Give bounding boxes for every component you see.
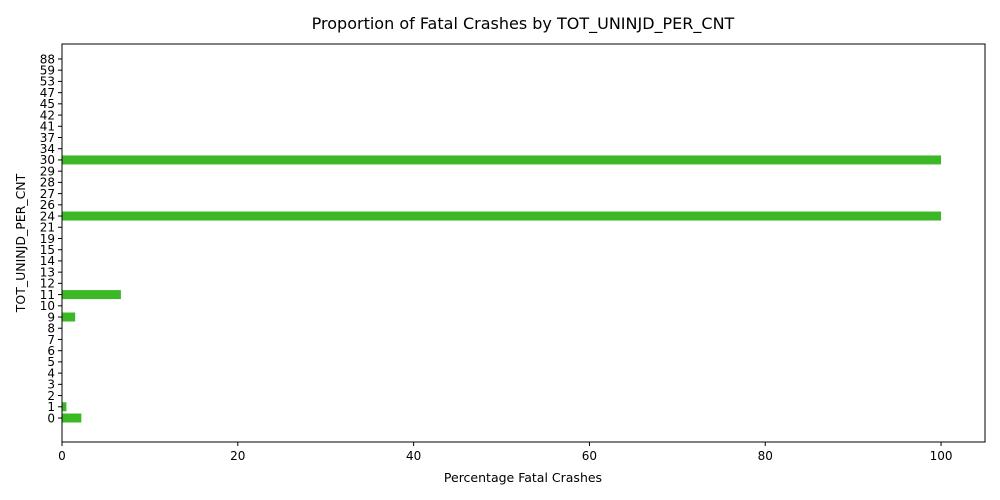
x-tick-label-60: 60 [582, 449, 597, 463]
y-tick-label-5: 5 [47, 355, 55, 369]
bars-group [62, 155, 942, 423]
x-tick-label-80: 80 [758, 449, 773, 463]
x-axis-ticks: 0 20 40 60 80 100 [58, 442, 953, 463]
y-tick-label-21: 21 [40, 221, 55, 235]
y-tick-label-26: 26 [40, 198, 55, 212]
plot-frame [61, 43, 986, 443]
y-tick-label-24: 24 [40, 209, 55, 223]
y-axis-label: TOT_UNINJD_PER_CNT [13, 173, 28, 313]
bar-0 [62, 413, 82, 423]
x-tick-label-100: 100 [930, 449, 953, 463]
chart-title: Proportion of Fatal Crashes by TOT_UNINJ… [312, 14, 735, 34]
y-tick-label-4: 4 [47, 366, 55, 380]
y-tick-label-14: 14 [40, 254, 55, 268]
bar-24 [62, 211, 942, 221]
y-tick-label-30: 30 [40, 153, 55, 167]
y-tick-label-3: 3 [47, 378, 55, 392]
y-tick-label-41: 41 [40, 120, 55, 134]
y-tick-label-10: 10 [40, 299, 55, 313]
y-tick-label-34: 34 [40, 142, 55, 156]
y-tick-label-1: 1 [47, 400, 55, 414]
y-tick-label-19: 19 [40, 232, 55, 246]
y-tick-label-9: 9 [47, 310, 55, 324]
y-tick-label-37: 37 [40, 131, 55, 145]
x-axis-label: Percentage Fatal Crashes [444, 470, 602, 485]
x-tick-label-0: 0 [58, 449, 66, 463]
y-axis-ticks: 0123456789101112131415192124262728293034… [40, 52, 62, 425]
y-tick-label-15: 15 [40, 243, 55, 257]
y-tick-label-29: 29 [40, 164, 55, 178]
x-tick-label-20: 20 [230, 449, 245, 463]
y-tick-label-11: 11 [40, 288, 55, 302]
y-tick-label-6: 6 [47, 344, 55, 358]
y-tick-label-45: 45 [40, 97, 55, 111]
y-tick-label-28: 28 [40, 176, 55, 190]
y-tick-label-0: 0 [47, 411, 55, 425]
y-tick-label-88: 88 [40, 52, 55, 66]
y-tick-label-13: 13 [40, 265, 55, 279]
y-tick-label-2: 2 [47, 389, 55, 403]
bar-1 [62, 402, 67, 412]
y-tick-label-47: 47 [40, 86, 55, 100]
y-tick-label-53: 53 [40, 75, 55, 89]
y-tick-label-8: 8 [47, 322, 55, 336]
y-tick-label-7: 7 [47, 333, 55, 347]
y-tick-label-12: 12 [40, 277, 55, 291]
bar-30 [62, 155, 942, 165]
bar-11 [62, 290, 121, 300]
bar-9 [62, 312, 76, 322]
y-tick-label-59: 59 [40, 63, 55, 77]
y-tick-label-27: 27 [40, 187, 55, 201]
x-tick-label-40: 40 [406, 449, 421, 463]
y-tick-label-42: 42 [40, 108, 55, 122]
